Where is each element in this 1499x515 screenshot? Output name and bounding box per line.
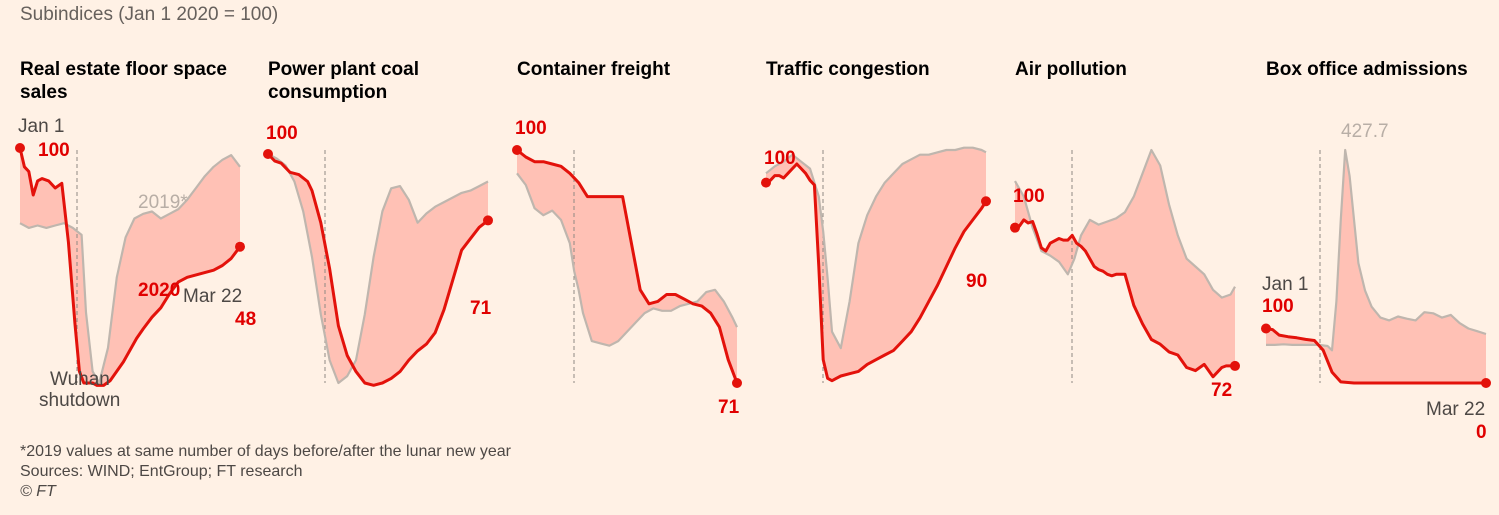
annotation-label: 2020 <box>138 280 180 301</box>
series-2019-line <box>1266 148 1487 352</box>
series-2020-line <box>266 152 489 387</box>
panel-box-office-admissions: Box office admissions 427.7 Jan 1 100 Mar 22… <box>1261 58 1499 443</box>
series-2019-line <box>1014 148 1236 299</box>
point-2020-start <box>263 149 273 159</box>
point-2020-start <box>512 145 522 155</box>
series-2020-line <box>765 162 988 383</box>
point-2020-start <box>761 177 771 188</box>
annotation-label: 100 <box>515 118 547 139</box>
gap-area <box>766 147 986 381</box>
annotation-label: 72 <box>1211 380 1232 401</box>
annotation-label: 427.7 <box>1341 121 1389 142</box>
panel-title: Box office admissions <box>1266 59 1468 80</box>
annotation-label: 100 <box>1013 186 1045 207</box>
annotation-label: 100 <box>266 123 298 144</box>
panel-title: Air pollution <box>1015 59 1127 80</box>
panel-title: Power plant coal consumption <box>268 59 419 103</box>
annotation-label: 71 <box>470 298 492 319</box>
point-2020-start <box>1261 323 1271 334</box>
point-2020-end <box>235 241 245 252</box>
point-2020-end <box>981 196 991 207</box>
footnote-copyright: © FT <box>20 483 56 500</box>
point-2020-end <box>1230 360 1240 371</box>
gap-area <box>1266 150 1486 383</box>
panel-real-estate-floor-space-sales: Real estate floor space sales Jan 1 100 201… <box>15 58 260 418</box>
gap-area <box>20 148 240 386</box>
annotation-label: 2019* <box>138 192 188 213</box>
panel-air-pollution: Air pollution 100 72 <box>1010 58 1255 418</box>
series-2020-line <box>516 148 739 384</box>
annotation-label: Mar 22 <box>1426 399 1485 420</box>
series-2019-line <box>267 153 489 385</box>
annotation-label: 71 <box>718 397 740 418</box>
annotation-label: Jan 1 <box>18 116 64 137</box>
annotation-label: shutdown <box>39 390 120 411</box>
annotation-label: 100 <box>764 148 796 169</box>
panel-chart-svg: 100 72 <box>1010 148 1240 401</box>
annotation-label: Mar 22 <box>183 286 242 307</box>
annotation-label: 100 <box>1262 296 1294 317</box>
point-2020-start <box>15 143 25 153</box>
footnote-sources: Sources: WIND; EntGroup; FT research <box>20 463 303 480</box>
panel-title: Real estate floor space sales <box>20 59 227 103</box>
point-2020-end <box>732 378 742 388</box>
panel-chart-svg: 100 71 <box>512 118 742 418</box>
panel-title: Traffic congestion <box>766 59 930 80</box>
annotation-label: Wuhan <box>50 369 110 390</box>
point-2020-end <box>1481 378 1491 388</box>
annotation-label: 48 <box>235 309 256 330</box>
annotation-label: Jan 1 <box>1262 274 1308 295</box>
gap-area <box>1015 150 1235 377</box>
annotation-label: 100 <box>38 140 70 161</box>
panel-chart-svg: 100 71 <box>263 123 493 387</box>
series-2020-line <box>18 147 242 387</box>
point-2020-end <box>483 215 493 226</box>
panel-chart-svg: 100 90 <box>761 146 991 383</box>
annotation-label: 90 <box>966 271 987 292</box>
series-2019-line <box>516 172 738 347</box>
panel-container-freight: Container freight 100 71 <box>512 58 757 418</box>
series-2019-line <box>765 146 987 350</box>
panel-power-plant-coal-consumption: Power plant coal consumption 100 71 <box>263 58 508 418</box>
figure-subtitle: Subindices (Jan 1 2020 = 100) <box>20 4 279 25</box>
panel-traffic-congestion: Traffic congestion 100 90 <box>761 58 1006 418</box>
gap-area <box>517 150 737 383</box>
annotation-label: 0 <box>1476 422 1487 443</box>
series-2020-line <box>1265 327 1486 385</box>
series-2020-line <box>1014 218 1235 379</box>
point-2020-start <box>1010 222 1020 233</box>
gap-area <box>268 154 488 386</box>
panel-title: Container freight <box>517 59 671 80</box>
series-2019-line <box>19 153 241 385</box>
footnote-note: *2019 values at same number of days befo… <box>20 443 511 460</box>
footnote: *2019 values at same number of days befo… <box>20 442 511 502</box>
